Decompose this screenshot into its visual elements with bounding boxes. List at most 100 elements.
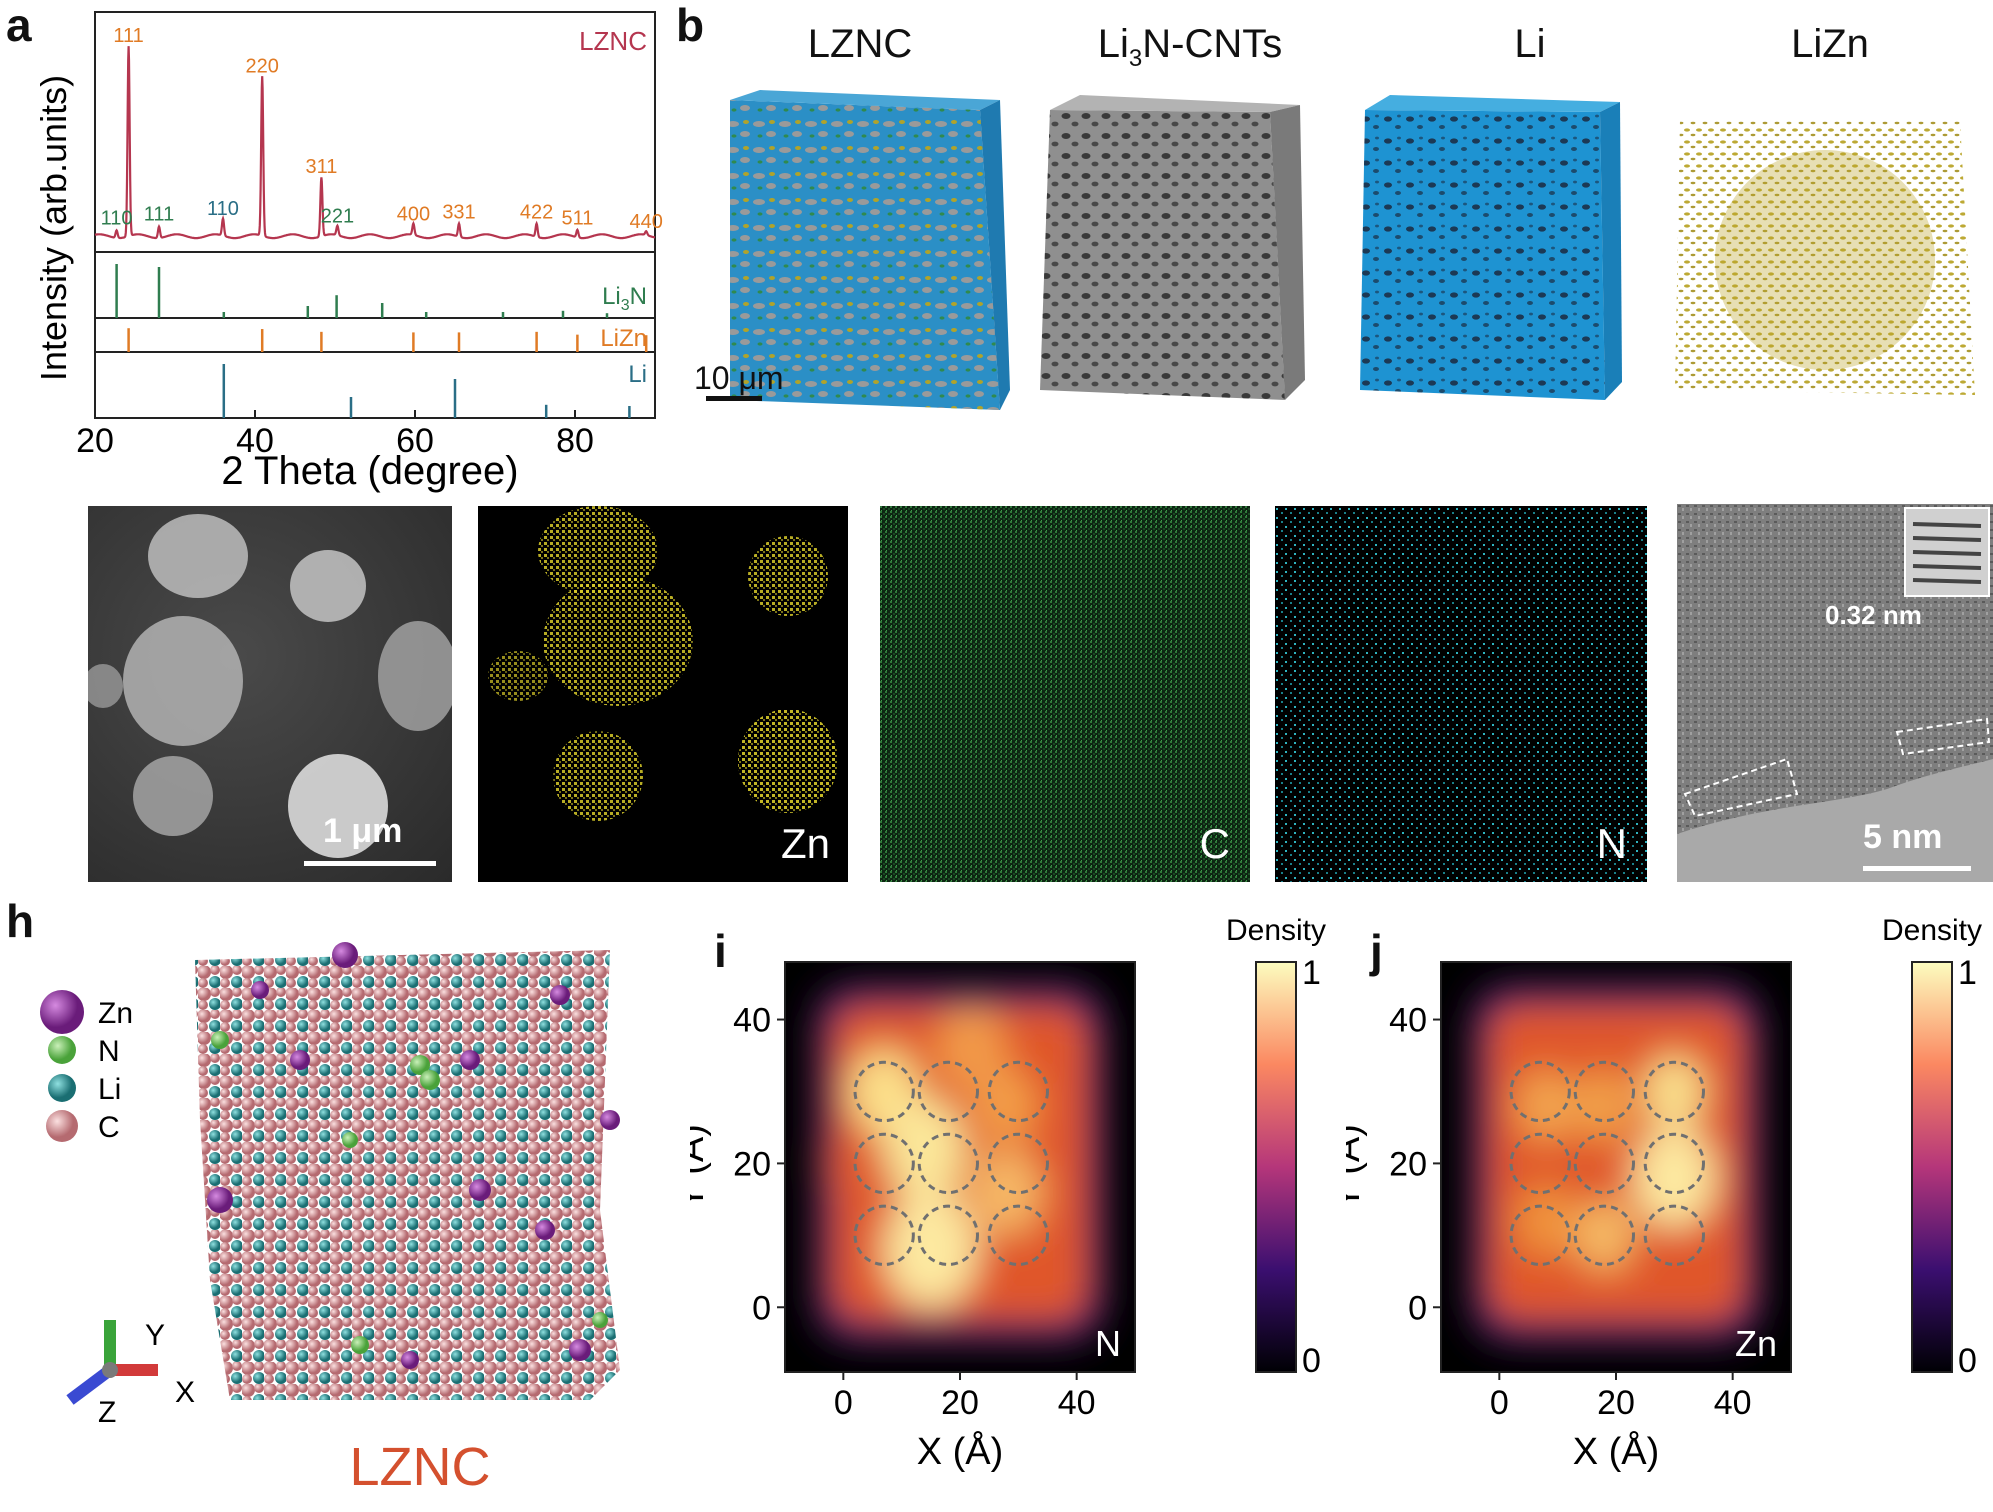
legend-atom-label: Li	[98, 1073, 121, 1106]
heatmap-hotspot	[825, 1127, 885, 1200]
axis-y-label: Y	[145, 1319, 165, 1352]
hrtem-inset-label: 0.32 nm	[1825, 600, 1922, 630]
xrd-peak-label: 400	[397, 204, 430, 226]
heatmap-x-tick-label: 0	[834, 1384, 853, 1422]
heatmap-dashed-ring	[853, 1132, 915, 1195]
heatmap-dashed-ring	[987, 1204, 1050, 1267]
heatmap-hotspot	[1645, 1055, 1704, 1128]
cube-title-li3n-cnts: Li3N-CNTs	[1097, 22, 1283, 72]
heatmap-y-tick-label: 40	[733, 1002, 771, 1040]
xrd-frame	[94, 11, 656, 419]
heatmap-y-axis-label: Y (Å)	[1346, 1124, 1368, 1210]
xrd-peak-label: 220	[246, 55, 279, 77]
cube-title-lizn: LiZn	[1791, 22, 1869, 66]
heatmap-dashed-ring	[1643, 1132, 1706, 1195]
heatmap-y-tick-label: 20	[733, 1145, 771, 1183]
hrtem-scale-bar-label: 5 nm	[1863, 818, 1943, 856]
colorbar-max-label: 1	[1302, 954, 1321, 992]
panel-label-i: i	[714, 925, 727, 977]
sem-scale-bar	[304, 861, 436, 866]
heatmap-y-tick-label: 40	[1389, 1002, 1427, 1040]
heatmap-hotspot	[936, 1005, 1007, 1092]
heatmap-x-tick-label: 20	[1597, 1384, 1635, 1422]
axis-triad: Y X Z	[66, 1319, 195, 1429]
xrd-peak-label: 511	[561, 207, 593, 229]
heatmap-x-tick-label: 0	[1490, 1384, 1509, 1422]
heatmap-dashed-ring	[917, 1132, 980, 1195]
xrd-legend-li: Li	[628, 361, 647, 388]
panel-label-h: h	[6, 895, 35, 947]
xrd-lznc-pattern	[94, 46, 656, 240]
cube-lznc	[730, 90, 1010, 410]
colorbar-max-label: 1	[1958, 954, 1977, 992]
cube-lizn	[1675, 120, 1975, 395]
colorbar-min-label: 0	[1958, 1342, 1977, 1380]
eds-c-label: C	[1199, 820, 1230, 867]
heatmap-dashed-ring	[987, 1132, 1050, 1195]
legend-atom-label: C	[98, 1111, 120, 1144]
xrd-chart: 111 220 311 110 111 110 221 400 331 422 511 440 LZNC…	[33, 11, 663, 493]
eds-n-label: N	[1596, 820, 1627, 867]
heatmap-x-axis-label: X (Å)	[1573, 1429, 1660, 1473]
xrd-peak-label: 111	[113, 25, 143, 47]
cube-scale-bar-label: 10 μm	[694, 360, 784, 396]
heatmap-dashed-ring	[1643, 1204, 1706, 1267]
heatmap-hotspot	[1575, 1199, 1634, 1272]
heatmap-y-tick-label: 20	[1389, 1145, 1427, 1183]
heatmap-dashed-ring	[1573, 1060, 1636, 1123]
xrd-legend-lznc: LZNC	[579, 26, 647, 56]
heatmap-hotspot	[884, 1098, 966, 1200]
sem-scale-bar-label: 1 μm	[323, 812, 403, 850]
heatmap-x-axis-label: X (Å)	[917, 1429, 1004, 1473]
xrd-y-axis-label: Intensity (arb.units)	[33, 75, 74, 381]
cube-scale-bar	[706, 396, 762, 401]
colorbar-min-label: 0	[1302, 1342, 1321, 1380]
heatmap-dashed-ring	[853, 1204, 915, 1267]
cube-title-li: Li	[1514, 22, 1546, 66]
heatmap-y-axis-label: Y (Å)	[690, 1124, 712, 1210]
heatmap-x-tick-label: 40	[1058, 1384, 1096, 1422]
heatmap-dashed-ring	[987, 1060, 1050, 1123]
cube-li	[1360, 95, 1622, 400]
xrd-x-tick-label: 80	[556, 422, 594, 460]
heatmap-dashed-ring	[1509, 1204, 1571, 1267]
heatmap-hotspot	[884, 1192, 978, 1308]
heatmap-element-label: N	[1095, 1323, 1121, 1364]
xrd-legend-li3n: Li3N	[602, 283, 647, 314]
colorbar-title: Density	[1226, 914, 1326, 947]
heatmap-y-tick-label: 0	[752, 1289, 771, 1327]
colorbar-title: Density	[1882, 914, 1982, 947]
eds-map-zn: Zn	[478, 506, 848, 882]
heatmap-hotspot	[1516, 1184, 1576, 1257]
xrd-peak-label: 110	[207, 198, 239, 220]
heatmap-dashed-ring	[853, 1060, 915, 1123]
xrd-x-tick-label: 20	[76, 422, 114, 460]
heatmap-dashed-ring	[1643, 1060, 1706, 1123]
xrd-peak-label: 440	[630, 211, 663, 233]
heatmap-dashed-ring	[917, 1060, 980, 1123]
heatmap-dashed-ring	[917, 1204, 980, 1267]
cube-renderings	[730, 90, 1975, 410]
xrd-peak-label: 422	[520, 202, 553, 224]
colorbar	[1911, 961, 1953, 1373]
eds-zn-label: Zn	[780, 820, 830, 867]
heatmap-element-label: Zn	[1735, 1323, 1777, 1364]
eds-map-n: N	[1275, 506, 1647, 882]
cube-li3n-cnts	[1040, 95, 1305, 400]
axis-x-label: X	[175, 1376, 195, 1409]
heatmap-x-tick-label: 20	[941, 1384, 979, 1422]
legend-atom-zn-icon	[40, 990, 84, 1034]
heatmap-hotspot	[971, 1149, 1042, 1236]
heatmap-dashed-ring	[1509, 1132, 1571, 1195]
eds-map-c: C	[880, 506, 1250, 882]
xrd-peak-label: 331	[442, 202, 475, 224]
hrtem-scale-bar	[1863, 866, 1971, 871]
colorbar	[1255, 961, 1297, 1373]
model-caption: LZNC	[349, 1437, 490, 1497]
xrd-peak-label: 221	[321, 206, 354, 228]
atomic-model: Zn N Li C Y X Z LZNC	[40, 942, 620, 1497]
heatmap-hotspot	[977, 1069, 1036, 1142]
heatmap-field	[785, 962, 1135, 1372]
heatmap-x-tick-label: 40	[1714, 1384, 1752, 1422]
xrd-x-axis-label: 2 Theta (degree)	[221, 449, 518, 493]
